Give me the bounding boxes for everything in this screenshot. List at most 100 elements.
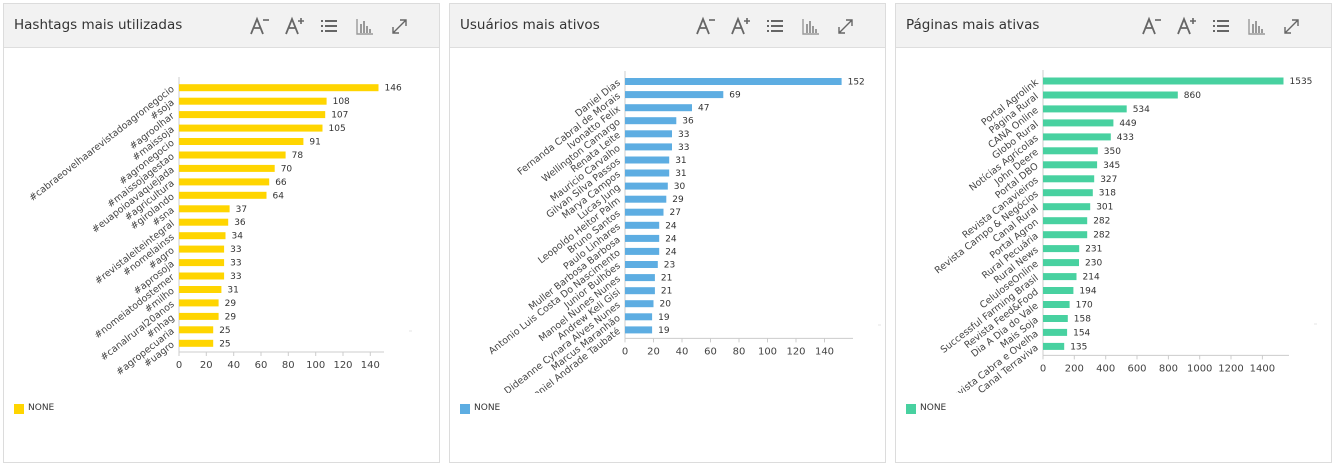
- data-label: 135: [1070, 342, 1087, 352]
- bar[interactable]: [1043, 189, 1093, 197]
- x-tick-label: 400: [1096, 363, 1115, 374]
- bar[interactable]: [179, 312, 219, 320]
- x-tick-label: 100: [758, 346, 777, 357]
- bar[interactable]: [1043, 175, 1095, 183]
- font-decrease-button[interactable]: [1139, 14, 1165, 38]
- bar[interactable]: [1043, 259, 1079, 267]
- bar[interactable]: [179, 97, 327, 105]
- data-label: 282: [1093, 231, 1110, 241]
- bar[interactable]: [179, 299, 219, 307]
- bar[interactable]: [1043, 328, 1068, 336]
- bar[interactable]: [1043, 91, 1178, 99]
- bar[interactable]: [625, 313, 653, 321]
- expand-button[interactable]: [1279, 14, 1305, 38]
- bar[interactable]: [625, 234, 660, 242]
- bar[interactable]: [625, 169, 670, 177]
- bar[interactable]: [1043, 231, 1088, 239]
- font-decrease-button[interactable]: [693, 14, 719, 38]
- x-tick-label: 1000: [1187, 363, 1212, 374]
- bar[interactable]: [625, 300, 654, 308]
- data-label: 20: [660, 300, 672, 310]
- bar[interactable]: [1043, 315, 1068, 322]
- bar[interactable]: [1043, 161, 1098, 169]
- bar[interactable]: [179, 84, 379, 92]
- bar[interactable]: [179, 232, 226, 240]
- bar[interactable]: [179, 272, 225, 280]
- bar[interactable]: [1043, 133, 1111, 141]
- font-increase-button[interactable]: [728, 14, 754, 38]
- x-tick-label: 40: [676, 346, 689, 357]
- bar[interactable]: [179, 164, 275, 172]
- data-label: 21: [661, 287, 672, 297]
- bar[interactable]: [625, 247, 660, 255]
- data-label: 29: [225, 299, 237, 309]
- bar[interactable]: [179, 191, 267, 199]
- bar[interactable]: [1043, 147, 1098, 155]
- bar[interactable]: [1043, 105, 1127, 113]
- bar[interactable]: [1043, 342, 1065, 350]
- list-button[interactable]: [1209, 14, 1235, 38]
- data-label: 449: [1119, 119, 1136, 129]
- data-label: 350: [1104, 147, 1121, 157]
- expand-button[interactable]: [387, 14, 413, 38]
- bar[interactable]: [1043, 119, 1114, 127]
- bar[interactable]: [179, 124, 323, 132]
- data-label: 33: [678, 143, 689, 153]
- bar[interactable]: [625, 274, 655, 282]
- bar[interactable]: [179, 326, 214, 334]
- bar[interactable]: [625, 195, 667, 203]
- panel-header: Usuários mais ativos: [450, 4, 885, 48]
- x-tick-label: 0: [176, 360, 182, 371]
- bar[interactable]: [1043, 287, 1074, 294]
- bar[interactable]: [179, 111, 326, 119]
- data-label: 33: [230, 272, 241, 282]
- bar[interactable]: [625, 326, 653, 334]
- bar[interactable]: [179, 151, 286, 159]
- bar[interactable]: [625, 143, 672, 151]
- bar[interactable]: [625, 104, 692, 112]
- data-label: 345: [1103, 161, 1120, 171]
- list-button[interactable]: [317, 14, 343, 38]
- bar[interactable]: [1043, 203, 1091, 211]
- legend-label: NONE: [920, 403, 947, 413]
- bar[interactable]: [625, 208, 664, 216]
- bar[interactable]: [179, 178, 270, 186]
- bar[interactable]: [179, 245, 225, 253]
- bar[interactable]: [625, 261, 658, 268]
- bar[interactable]: [179, 339, 214, 347]
- list-button[interactable]: [763, 14, 789, 38]
- bar[interactable]: [179, 138, 304, 145]
- data-label: 47: [698, 104, 709, 114]
- bar[interactable]: [179, 259, 225, 267]
- bar[interactable]: [625, 182, 668, 190]
- font-increase-icon: [1177, 16, 1196, 34]
- bar[interactable]: [1043, 217, 1088, 225]
- bar[interactable]: [1043, 273, 1077, 281]
- bar[interactable]: [625, 78, 842, 85]
- font-decrease-button[interactable]: [247, 14, 273, 38]
- bar[interactable]: [625, 117, 677, 125]
- bar[interactable]: [179, 205, 230, 213]
- bar[interactable]: [1043, 77, 1284, 85]
- expand-button[interactable]: [833, 14, 859, 38]
- bar[interactable]: [625, 91, 724, 99]
- bar[interactable]: [625, 287, 655, 295]
- bar[interactable]: [625, 130, 672, 138]
- bar-chart-button[interactable]: [1244, 14, 1270, 38]
- bar-chart-button[interactable]: [352, 14, 378, 38]
- font-increase-button[interactable]: [282, 14, 308, 38]
- bar[interactable]: [179, 218, 229, 226]
- font-decrease-icon: [250, 16, 269, 34]
- bar[interactable]: [179, 286, 222, 293]
- bar[interactable]: [1043, 245, 1080, 253]
- bar[interactable]: [625, 221, 660, 229]
- data-label: 282: [1093, 217, 1110, 227]
- font-increase-icon: [285, 16, 304, 34]
- bar[interactable]: [625, 156, 670, 164]
- bar-chart-button[interactable]: [798, 14, 824, 38]
- data-label: 146: [385, 84, 402, 94]
- data-label: 33: [678, 130, 689, 140]
- bar[interactable]: [1043, 301, 1070, 308]
- font-increase-button[interactable]: [1174, 14, 1200, 38]
- data-label: 69: [729, 91, 741, 101]
